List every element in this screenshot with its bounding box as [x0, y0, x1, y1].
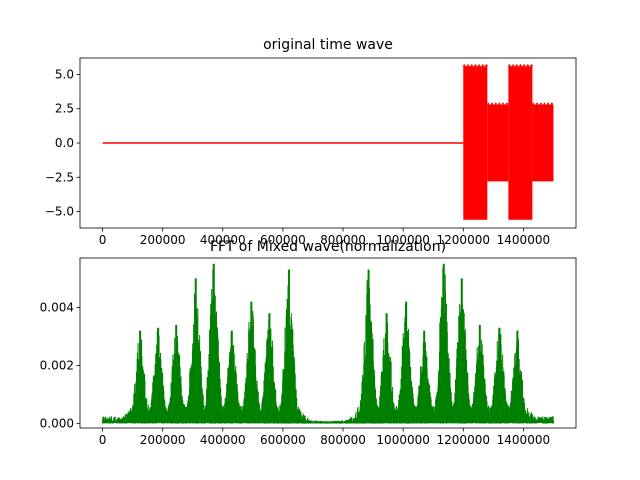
bottom-y-tick-label: 0.000	[40, 417, 74, 431]
top-x-tick-label: 200000	[140, 233, 186, 247]
bottom-x-tick-label: 800000	[320, 433, 366, 447]
top-y-tick-label: 2.5	[55, 102, 74, 116]
top-wave-burst-edge	[486, 102, 509, 105]
bottom-x-tick-label: 0	[99, 433, 107, 447]
bottom-x-tick-label: 600000	[260, 433, 306, 447]
top-title: original time wave	[263, 37, 393, 53]
top-wave-burst-segment	[463, 66, 488, 220]
top-wave-burst-segment	[532, 104, 554, 182]
top-x-tick-label: 1000000	[376, 233, 429, 247]
bottom-axes: 0 200000 400000 600000 800000 1000000 1200000 1…	[40, 239, 577, 447]
top-y-tick-label: −5.0	[45, 205, 74, 219]
bottom-x-tick-label: 1000000	[376, 433, 429, 447]
bottom-series-line	[102, 263, 554, 424]
bottom-x-tick-label: 200000	[140, 433, 186, 447]
bottom-ticks: 0 200000 400000 600000 800000 1000000 1200000 1…	[40, 300, 550, 447]
top-wave-burst-segment	[508, 66, 533, 220]
fft-spectrum-line	[102, 266, 554, 424]
bottom-title: FFT of Mixed wave(normalization)	[210, 239, 446, 255]
top-x-tick-label: 1200000	[437, 233, 490, 247]
bottom-x-tick-label: 400000	[200, 433, 246, 447]
bottom-x-tick-label: 1400000	[497, 433, 550, 447]
bottom-y-tick-label: 0.002	[40, 359, 74, 373]
top-x-tick-label: 800000	[320, 233, 366, 247]
top-x-tick-label: 0	[99, 233, 107, 247]
bottom-x-tick-label: 1200000	[437, 433, 490, 447]
top-wave-burst-segment	[487, 104, 509, 182]
top-y-tick-label: 5.0	[55, 67, 74, 81]
top-wave-burst-edge	[531, 102, 554, 105]
top-x-tick-label: 400000	[200, 233, 246, 247]
bottom-y-tick-label: 0.004	[40, 300, 74, 314]
top-ticks: 0 200000 400000 600000 800000 1000000 1200000 1…	[45, 67, 550, 247]
top-y-tick-label: 0.0	[55, 136, 74, 150]
top-wave-burst-edge	[462, 64, 488, 67]
top-x-tick-label: 1400000	[497, 233, 550, 247]
top-series-line	[102, 64, 554, 220]
top-y-tick-label: −2.5	[45, 170, 74, 184]
top-wave-burst-edge	[507, 64, 533, 67]
top-x-tick-label: 600000	[260, 233, 306, 247]
bottom-axes-frame	[79, 257, 577, 429]
top-axes: original time wave 0 200000 400000 600000 80…	[45, 37, 577, 247]
